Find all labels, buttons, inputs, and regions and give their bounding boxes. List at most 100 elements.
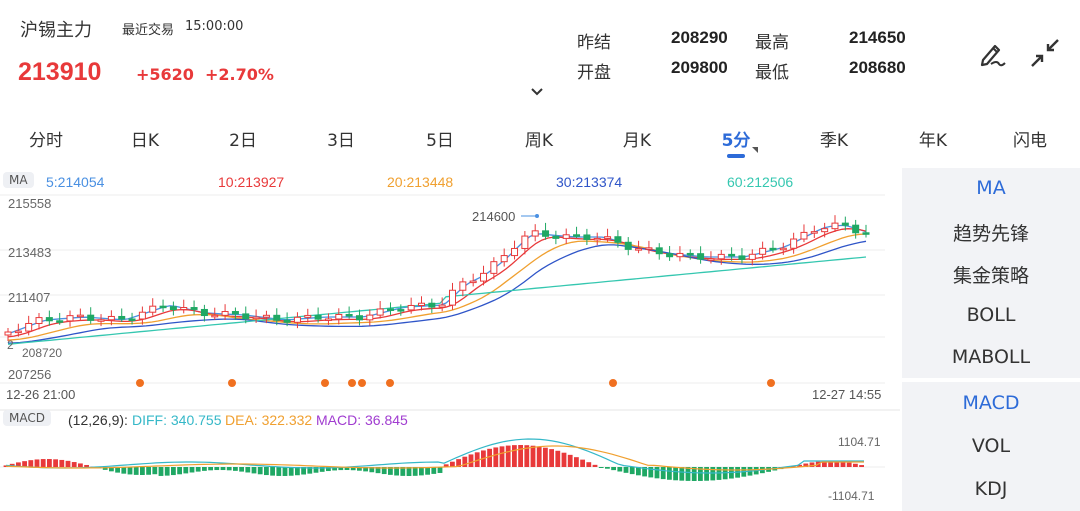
- tab-yearly-k[interactable]: 年K: [918, 131, 948, 151]
- candle: [273, 314, 281, 321]
- signal-marker[interactable]: [386, 379, 394, 387]
- candle: [428, 302, 436, 308]
- candle: [386, 308, 394, 311]
- macd-bar: [251, 467, 257, 474]
- collapse-icon[interactable]: [1028, 36, 1062, 70]
- macd-bar: [53, 459, 58, 467]
- macd-bar: [840, 461, 846, 467]
- ma-indicator-tag[interactable]: MA: [3, 172, 34, 188]
- macd-bar: [642, 467, 647, 477]
- candle: [221, 311, 229, 316]
- candle: [552, 235, 560, 239]
- macd-bar: [536, 446, 542, 467]
- candle: [624, 241, 632, 250]
- candlestick-chart[interactable]: 215558 213483 211407 207256 2 208720 214…: [0, 165, 900, 511]
- open-value: 209800: [671, 58, 728, 77]
- macd-bar: [245, 467, 251, 473]
- tab-dropdown-caret-icon[interactable]: [752, 147, 758, 153]
- high-annotation: 214600: [472, 209, 515, 224]
- macd-bar: [667, 467, 672, 480]
- tab-5day[interactable]: 5日: [426, 131, 454, 151]
- tab-2day[interactable]: 2日: [229, 131, 257, 151]
- macd-bar: [121, 467, 127, 474]
- tab-3day[interactable]: 3日: [327, 131, 355, 151]
- main-indicator-group: MA 趋势先锋 集金策略 BOLL MABOLL: [902, 168, 1080, 378]
- macd-bar: [195, 467, 201, 472]
- x-end-label: 12-27 14:55: [812, 387, 881, 402]
- active-tab-indicator: [727, 154, 745, 158]
- macd-bar: [636, 467, 641, 476]
- macd-bar: [419, 467, 424, 476]
- macd-bar: [512, 445, 517, 467]
- tab-5min[interactable]: 5分: [721, 131, 751, 151]
- macd-bar: [474, 452, 480, 467]
- candle: [262, 314, 270, 318]
- macd-bar: [40, 459, 46, 467]
- prev-settle-value: 208290: [671, 28, 728, 47]
- low-annotation-extra: 2: [7, 338, 14, 352]
- low-label: 最低: [755, 63, 789, 83]
- candle: [738, 255, 746, 260]
- chart-area[interactable]: MA 5:214054 10:213927 20:213448 30:21337…: [0, 165, 900, 511]
- macd-bar: [654, 467, 660, 479]
- tab-quarterly-k[interactable]: 季K: [819, 131, 849, 151]
- signal-marker[interactable]: [321, 379, 329, 387]
- macd-bar: [34, 459, 40, 467]
- candle: [231, 311, 239, 315]
- macd-bar: [524, 445, 530, 467]
- macd-bar: [828, 461, 833, 467]
- x-start-label: 12-26 21:00: [6, 387, 75, 402]
- candle: [314, 314, 322, 320]
- macd-bar: [109, 467, 114, 472]
- last-trade-time: 15:00:00: [185, 19, 244, 34]
- last-price: 213910: [18, 58, 102, 86]
- tab-weekly-k[interactable]: 周K: [524, 131, 554, 151]
- macd-bar: [530, 445, 536, 467]
- candle: [717, 253, 725, 260]
- tab-monthly-k[interactable]: 月K: [622, 131, 652, 151]
- period-tabs: 分时 日K 2日 3日 5日 周K 月K 5分 季K 年K 闪电: [0, 118, 1080, 162]
- tab-daily-k[interactable]: 日K: [130, 131, 160, 151]
- chevron-down-icon[interactable]: [531, 88, 543, 96]
- signal-marker[interactable]: [348, 379, 356, 387]
- indicator-macd[interactable]: MACD: [962, 392, 1020, 414]
- indicator-kdj[interactable]: KDJ: [974, 478, 1008, 500]
- open-label: 开盘: [577, 63, 611, 83]
- indicator-vol[interactable]: VOL: [971, 435, 1011, 457]
- macd-bar: [450, 461, 455, 467]
- tab-intraday[interactable]: 分时: [29, 131, 63, 151]
- signal-marker[interactable]: [609, 379, 617, 387]
- indicator-maboll[interactable]: MABOLL: [951, 346, 1031, 368]
- macd-bar: [505, 445, 511, 467]
- candle: [211, 314, 219, 318]
- candle: [800, 231, 808, 240]
- indicator-boll[interactable]: BOLL: [966, 304, 1016, 326]
- indicator-ma[interactable]: MA: [976, 177, 1006, 199]
- draw-pen-icon[interactable]: [975, 36, 1009, 70]
- macd-bar: [220, 467, 226, 471]
- low-annotation: 208720: [22, 346, 62, 360]
- macd-bar: [623, 467, 629, 473]
- macd-bar: [487, 448, 492, 467]
- candle: [397, 309, 405, 312]
- macd-bar: [264, 467, 269, 476]
- signal-marker[interactable]: [358, 379, 366, 387]
- signal-marker[interactable]: [228, 379, 236, 387]
- tab-flash[interactable]: 闪电: [1013, 131, 1047, 151]
- ma30-value: 30:213374: [556, 174, 623, 190]
- signal-marker[interactable]: [136, 379, 144, 387]
- macd-bar: [468, 454, 474, 467]
- indicator-trend-pioneer[interactable]: 趋势先锋: [952, 223, 1029, 245]
- macd-indicator-tag[interactable]: MACD: [3, 410, 51, 426]
- macd-bar: [239, 467, 244, 472]
- indicator-gold-strategy[interactable]: 集金策略: [952, 265, 1029, 287]
- macd-bar: [400, 467, 406, 476]
- macd-legend: MACD (12,26,9): DIFF: 340.755 DEA: 322.3…: [0, 409, 900, 431]
- signal-marker[interactable]: [767, 379, 775, 387]
- candle: [4, 331, 12, 336]
- candle: [138, 311, 146, 320]
- candle: [438, 304, 446, 308]
- candle: [831, 222, 839, 230]
- candle: [635, 248, 643, 251]
- ma5-value: 5:214054: [46, 174, 105, 190]
